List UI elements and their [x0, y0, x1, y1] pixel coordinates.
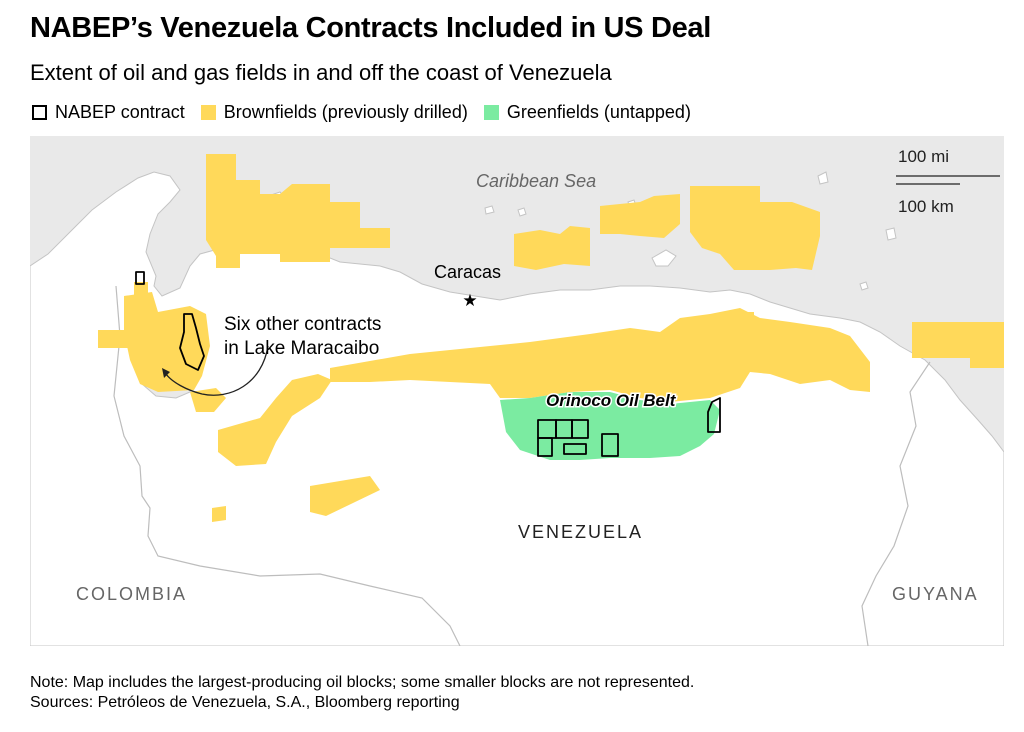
orinoco-label: Orinoco Oil Belt	[546, 391, 677, 410]
brownfield-blocks	[98, 154, 1004, 522]
brownfield-block	[212, 506, 226, 522]
brownfield-block	[134, 282, 148, 296]
nabep-contract	[707, 397, 721, 433]
nabep-contract	[135, 271, 145, 285]
chart-subtitle: Extent of oil and gas fields in and off …	[30, 60, 612, 85]
legend-item-brownfields: Brownfields (previously drilled)	[200, 102, 468, 123]
nabep-contracts	[135, 271, 721, 457]
brownfield-block	[98, 330, 128, 348]
brownfield-block	[600, 194, 680, 238]
nabep-outline-swatch	[32, 105, 47, 120]
brownfield-block	[310, 476, 380, 516]
greenfield-swatch	[483, 105, 499, 120]
legend-label: Greenfields (untapped)	[506, 102, 691, 122]
brownfield-block	[124, 292, 210, 392]
island	[517, 207, 527, 217]
legend-label: NABEP contract	[55, 102, 185, 122]
note-text: Note: Map includes the largest-producing…	[30, 674, 695, 691]
nabep-contract	[563, 443, 587, 455]
brownfield-block	[330, 308, 870, 402]
nabep-contract	[537, 437, 553, 457]
brownfield-block	[690, 186, 820, 270]
nabep-contract	[601, 433, 619, 457]
legend-item-nabep: NABEP contract	[32, 102, 185, 123]
legend: NABEP contract Brownfields (previously d…	[32, 102, 707, 123]
island	[484, 205, 495, 215]
brownfield-block	[514, 226, 590, 270]
island	[817, 171, 829, 185]
country-label-venezuela: VENEZUELA	[518, 522, 643, 542]
country-label-colombia: COLOMBIA	[76, 584, 187, 604]
scale-label-miles: 100 mi	[898, 147, 949, 166]
annotation-arrow	[165, 345, 269, 396]
brownfield-block	[734, 312, 754, 326]
map: 100 mi 100 km Caribbean Sea Caracas ★ Si…	[30, 136, 1004, 646]
star-icon: ★	[462, 291, 477, 310]
nabep-contract	[179, 313, 205, 371]
island	[651, 249, 677, 267]
scale-label-km: 100 km	[898, 197, 954, 216]
brownfield-block	[190, 388, 226, 412]
island	[885, 227, 897, 241]
border-colombia	[113, 285, 461, 646]
map-canvas: 100 mi 100 km Caribbean Sea Caracas ★ Si…	[30, 147, 1004, 646]
legend-label: Brownfields (previously drilled)	[223, 102, 468, 122]
brownfield-block	[218, 374, 332, 466]
annotation-line-1: Six other contracts	[224, 314, 381, 335]
arrow-head	[162, 368, 170, 378]
island	[859, 281, 869, 291]
footnote: Note: Map includes the largest-producing…	[30, 673, 694, 713]
legend-item-greenfields: Greenfields (untapped)	[483, 102, 691, 123]
border-guyana	[861, 361, 931, 646]
nabep-contract	[571, 419, 589, 439]
country-label-guyana: GUYANA	[892, 584, 979, 604]
brownfield-block	[206, 154, 390, 268]
brownfield-block	[912, 322, 1004, 368]
brownfield-swatch	[200, 105, 216, 120]
sea-label: Caribbean Sea	[476, 171, 596, 191]
city-label: Caracas	[434, 262, 501, 282]
chart-title: NABEP’s Venezuela Contracts Included in …	[30, 12, 712, 44]
annotation-line-2: in Lake Maracaibo	[224, 338, 379, 359]
sources-text: Sources: Petróleos de Venezuela, S.A., B…	[30, 694, 460, 711]
greenfield-orinoco	[500, 392, 720, 460]
